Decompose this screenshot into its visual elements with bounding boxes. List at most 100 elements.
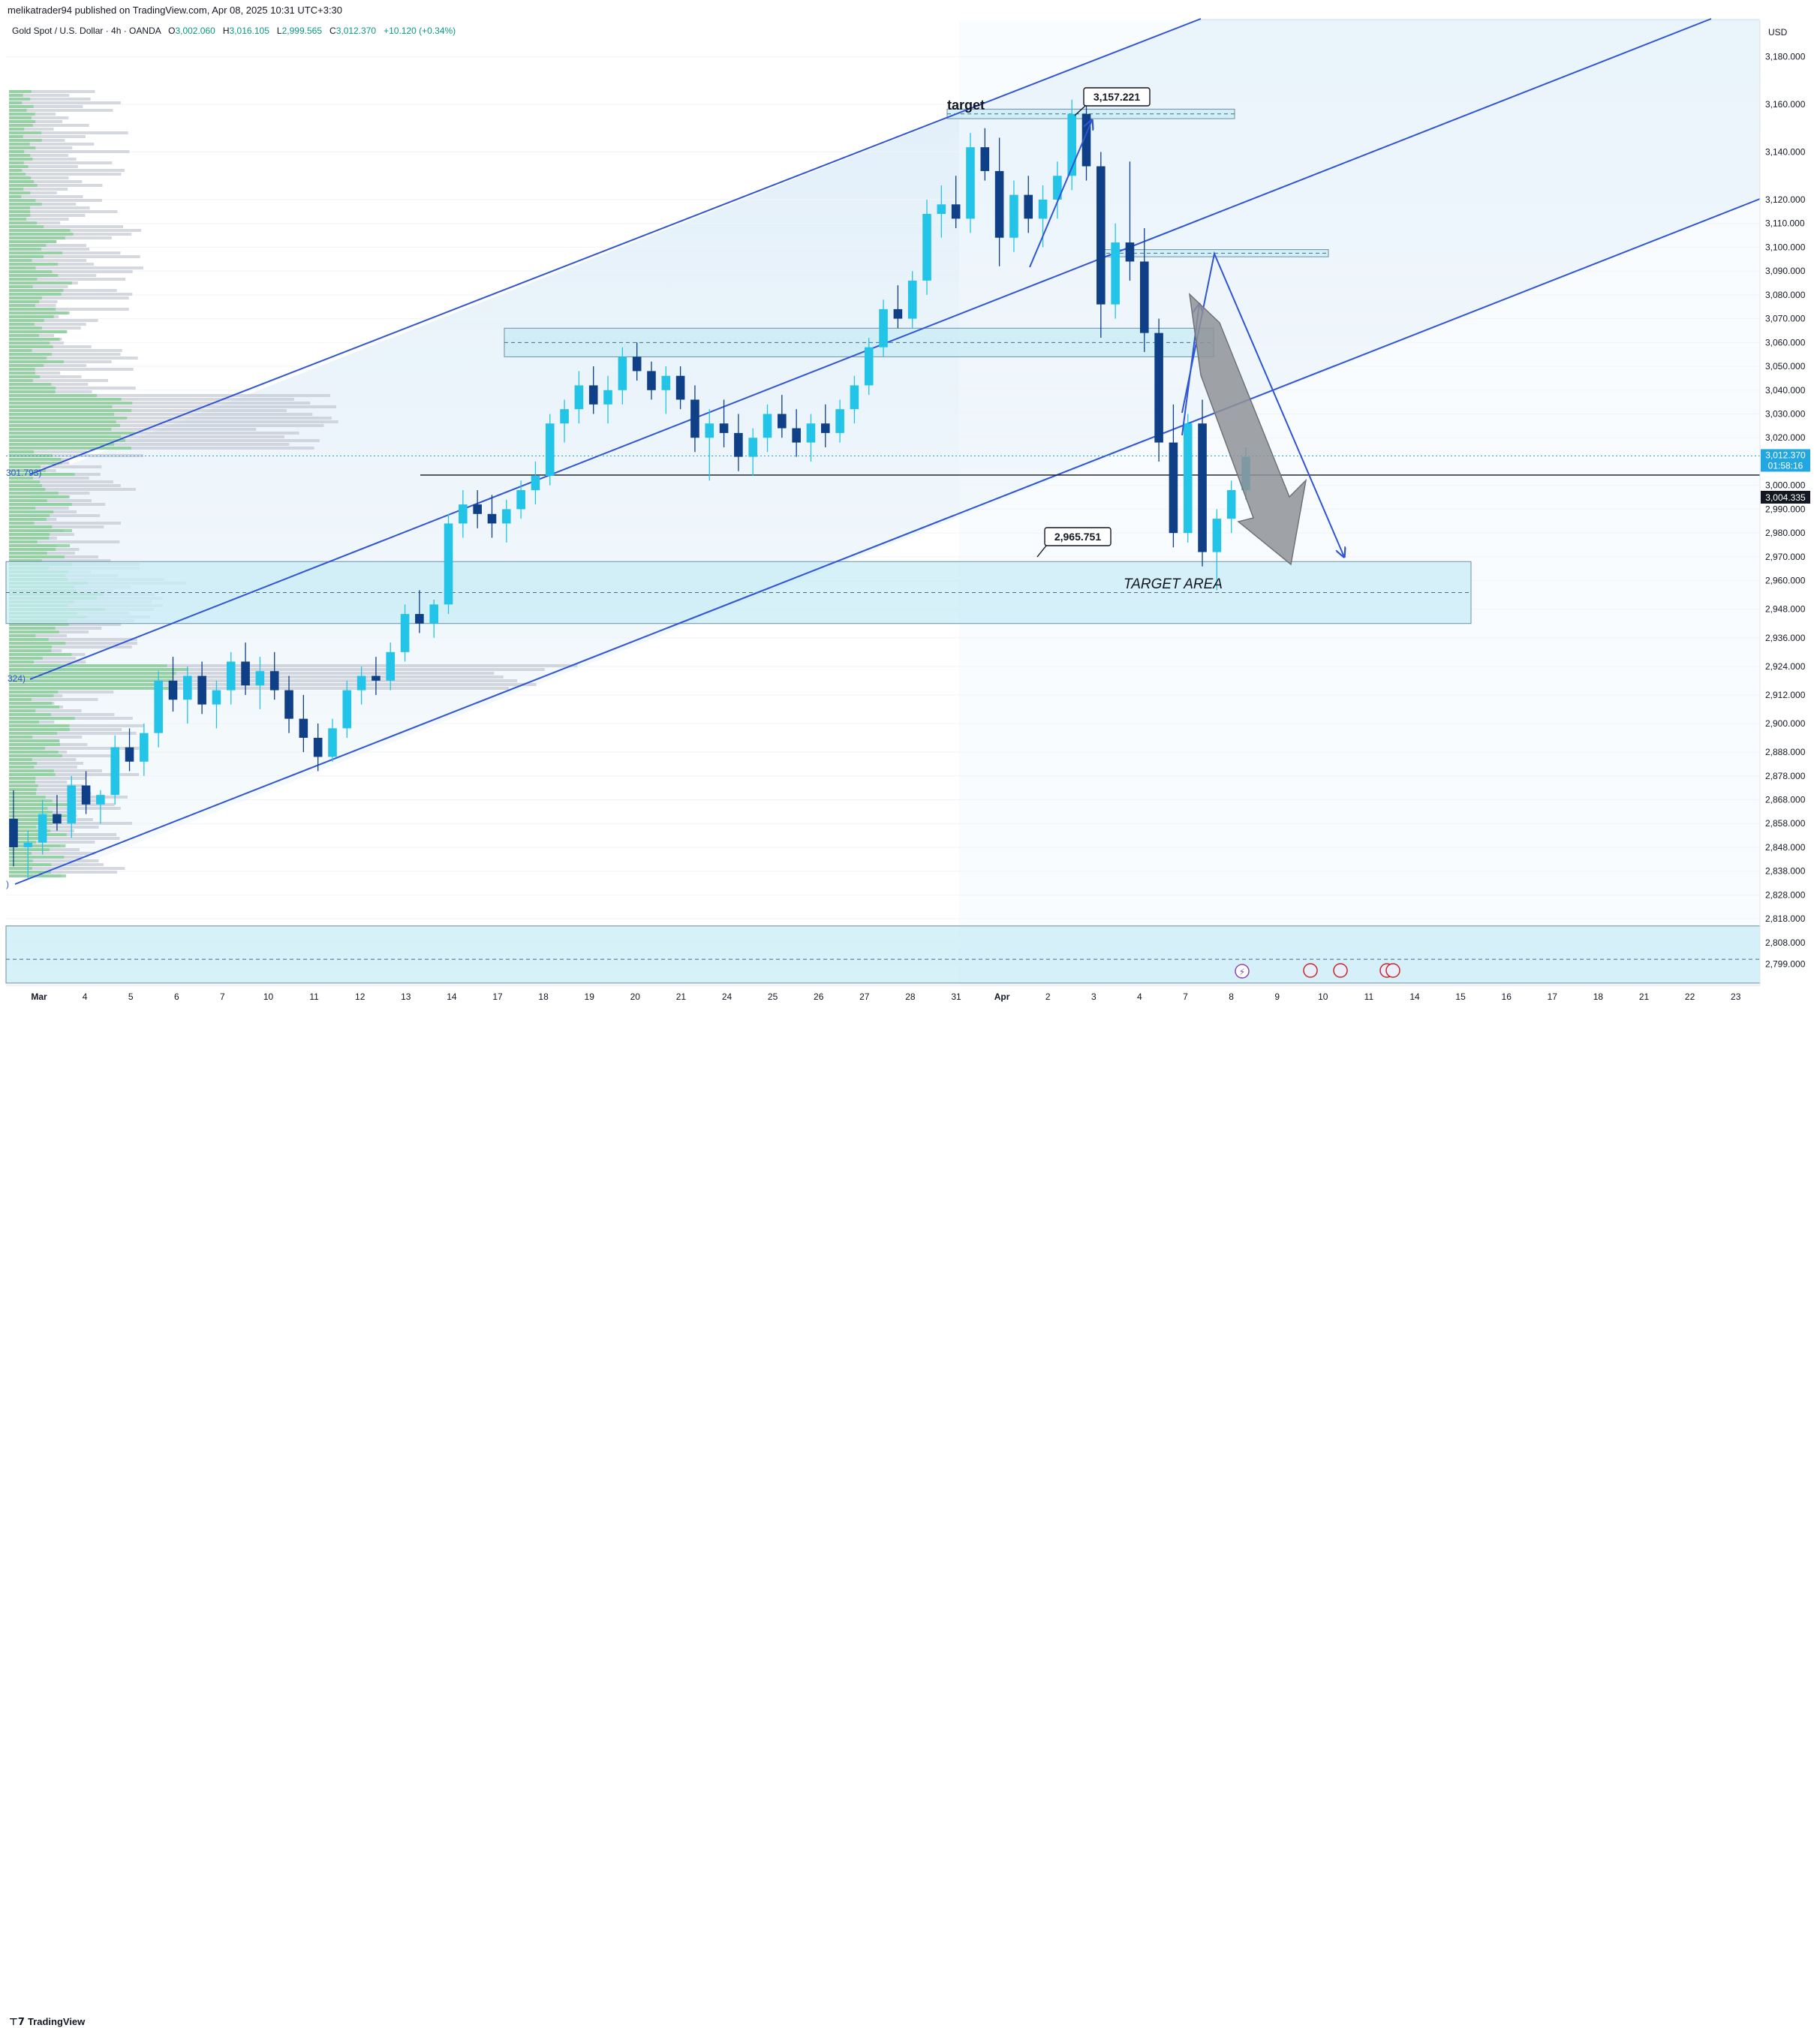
candle[interactable]: [1009, 194, 1018, 238]
symbol-name[interactable]: Gold Spot / U.S. Dollar · 4h · OANDA: [12, 26, 161, 36]
candle[interactable]: [1212, 519, 1222, 552]
projection-path-mid[interactable]: [1181, 251, 1344, 557]
channel-lower-line[interactable]: [14, 198, 1761, 885]
candle[interactable]: [893, 308, 903, 319]
candle[interactable]: [937, 204, 946, 214]
candle[interactable]: [473, 504, 482, 514]
zone-box[interactable]: [5, 925, 1761, 984]
candle[interactable]: [1067, 113, 1076, 176]
candle[interactable]: [81, 785, 91, 805]
candle[interactable]: [1024, 194, 1033, 219]
candle[interactable]: [9, 818, 18, 847]
candle[interactable]: [1125, 242, 1135, 262]
candle[interactable]: [429, 604, 439, 624]
candle[interactable]: [313, 738, 323, 757]
candle[interactable]: [690, 399, 699, 438]
candle[interactable]: [154, 680, 163, 733]
candle[interactable]: [1111, 242, 1120, 305]
candle[interactable]: [922, 214, 931, 281]
candle[interactable]: [110, 747, 120, 796]
candle[interactable]: [1154, 332, 1163, 443]
candle[interactable]: [531, 476, 540, 491]
candle[interactable]: [661, 375, 671, 390]
candle[interactable]: [342, 690, 352, 729]
currency-label[interactable]: USD: [1768, 27, 1788, 38]
candle[interactable]: [53, 814, 62, 824]
candle[interactable]: [1198, 423, 1207, 552]
candle[interactable]: [241, 661, 250, 686]
current-price-tag[interactable]: 3,012.370 01:58:16: [1761, 449, 1810, 472]
candle[interactable]: [415, 614, 424, 624]
candle[interactable]: [38, 814, 47, 843]
candle[interactable]: [212, 690, 221, 705]
candle[interactable]: [1038, 199, 1048, 219]
candle[interactable]: [269, 671, 279, 691]
candle[interactable]: [734, 432, 743, 457]
candle[interactable]: [879, 308, 888, 348]
top-price-callout[interactable]: 3,157.221: [1074, 87, 1151, 116]
candle[interactable]: [356, 675, 366, 691]
candle[interactable]: [1226, 490, 1236, 519]
candle[interactable]: [140, 733, 149, 762]
candle[interactable]: [806, 423, 816, 443]
candle[interactable]: [459, 504, 468, 524]
candle[interactable]: [820, 423, 830, 433]
reference-price-tag[interactable]: 3,004.335: [1761, 490, 1810, 504]
candle[interactable]: [96, 795, 105, 805]
candle[interactable]: [705, 423, 714, 438]
candle[interactable]: [603, 390, 612, 405]
candle[interactable]: [255, 671, 265, 686]
candle[interactable]: [560, 409, 569, 424]
candle[interactable]: [400, 614, 410, 652]
candle[interactable]: [1169, 442, 1178, 534]
candle[interactable]: [588, 385, 598, 405]
candle[interactable]: [792, 428, 801, 443]
candle[interactable]: [574, 385, 584, 410]
us-flag-event-icon[interactable]: [1385, 963, 1400, 978]
candle[interactable]: [1053, 176, 1062, 200]
candle[interactable]: [284, 690, 293, 719]
time-axis[interactable]: [0, 985, 1760, 1006]
down-arrow-icon[interactable]: [1188, 292, 1307, 566]
candle[interactable]: [907, 280, 917, 319]
us-flag-event-icon[interactable]: [1303, 963, 1318, 978]
candle[interactable]: [1081, 113, 1091, 167]
candle[interactable]: [778, 414, 787, 429]
candle[interactable]: [516, 490, 525, 510]
lightning-event-icon[interactable]: [1235, 964, 1250, 979]
price-axis[interactable]: [1760, 21, 1820, 1006]
candle[interactable]: [647, 371, 656, 390]
candle[interactable]: [1139, 261, 1149, 333]
candle[interactable]: [864, 347, 874, 386]
channel-upper-line[interactable]: [29, 18, 1202, 475]
candle[interactable]: [444, 523, 453, 605]
candle[interactable]: [618, 357, 627, 390]
tradingview-logo[interactable]: ⊤7 TradingView: [9, 2016, 85, 2028]
candle[interactable]: [545, 423, 555, 477]
candle[interactable]: [763, 414, 772, 438]
candle[interactable]: [125, 747, 134, 762]
event-icons[interactable]: ⚡: [1235, 963, 1400, 979]
candle[interactable]: [1097, 166, 1106, 305]
candle[interactable]: [980, 147, 990, 171]
candle[interactable]: [675, 375, 685, 400]
candle[interactable]: [748, 438, 757, 457]
target-area-label[interactable]: TARGET AREA: [1124, 576, 1223, 592]
price-chart[interactable]: target 3,157.221 2,965.751 TARGET AREA 3…: [0, 0, 1820, 1027]
candle[interactable]: [168, 680, 178, 700]
us-flag-event-icon[interactable]: [1333, 963, 1348, 978]
candle[interactable]: [226, 661, 236, 691]
candle[interactable]: [372, 675, 381, 681]
candle[interactable]: [487, 513, 497, 524]
candle[interactable]: [951, 204, 961, 219]
projection-path-top[interactable]: [1029, 120, 1092, 268]
candle[interactable]: [197, 675, 206, 705]
candle[interactable]: [1183, 423, 1193, 534]
candle[interactable]: [632, 357, 642, 372]
candle[interactable]: [328, 728, 337, 757]
candle[interactable]: [994, 170, 1004, 238]
low-price-callout[interactable]: 2,965.751: [1036, 527, 1112, 558]
candle[interactable]: [299, 718, 308, 739]
candle[interactable]: [386, 651, 396, 681]
candle[interactable]: [502, 509, 511, 524]
